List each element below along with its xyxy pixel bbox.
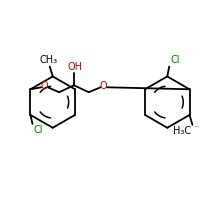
Text: O: O — [40, 81, 48, 91]
Text: OH: OH — [68, 62, 82, 72]
Text: methyl: methyl — [194, 126, 199, 127]
Text: Cl: Cl — [33, 125, 43, 135]
Text: CH₃: CH₃ — [40, 55, 58, 65]
Text: Cl: Cl — [170, 55, 180, 65]
Text: H₃C: H₃C — [173, 126, 191, 136]
Text: O: O — [100, 81, 107, 91]
